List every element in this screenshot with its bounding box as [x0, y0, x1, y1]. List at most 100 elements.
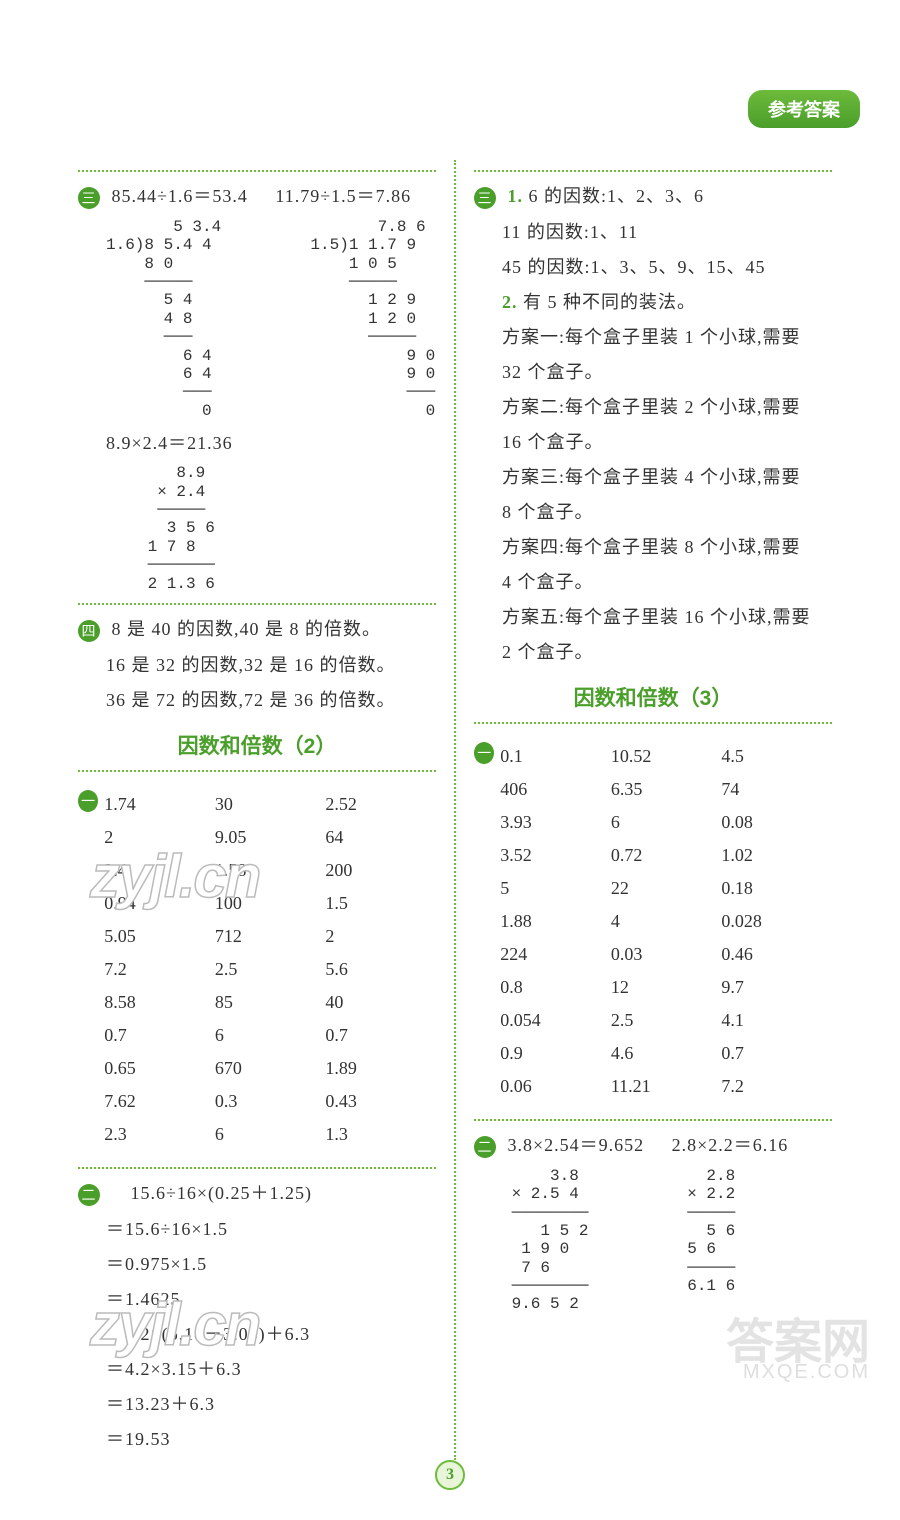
- plan-line: 方案一:每个盒子里装 1 个小球,需要: [502, 323, 832, 349]
- table-cell: 1.88: [500, 905, 611, 938]
- table-cell: 8.58: [104, 986, 215, 1019]
- table-cell: 0.7: [721, 1037, 832, 1070]
- table-cell: 9.7: [721, 971, 832, 1004]
- table-cell: 7.2: [104, 953, 215, 986]
- table-row: 7.620.30.43: [104, 1085, 436, 1118]
- eq-text: 85.44÷1.6＝53.4: [112, 186, 248, 206]
- table-cell: 40: [325, 986, 436, 1019]
- table-cell: 0.18: [721, 872, 832, 905]
- bullet-two-icon: 二: [474, 1136, 496, 1158]
- table-row: 2240.030.46: [500, 938, 832, 971]
- table-cell: 64: [325, 821, 436, 854]
- table-cell: 2.52: [325, 788, 436, 821]
- table-row: 0.760.7: [104, 1019, 436, 1052]
- table-row: 7.22.55.6: [104, 953, 436, 986]
- plan-line: 方案三:每个盒子里装 4 个小球,需要: [502, 463, 832, 489]
- table-row: 1.74302.52: [104, 788, 436, 821]
- q4-line-3: 36 是 72 的因数,72 是 36 的倍数。: [106, 686, 436, 712]
- plan-line: 4 个盒子。: [502, 568, 832, 594]
- eq-line: ＝0.975×1.5: [106, 1250, 436, 1276]
- right-column: 三 1. 6 的因数:1、2、3、6 11 的因数:1、11 45 的因数:1、…: [456, 160, 850, 1460]
- table-cell: 1.74: [104, 788, 215, 821]
- divider: [78, 770, 436, 772]
- table-cell: 712: [215, 920, 326, 953]
- table-cell: 2: [325, 920, 436, 953]
- table-row: 3.9360.08: [500, 806, 832, 839]
- divider: [78, 603, 436, 605]
- plan-line: 2 个盒子。: [502, 638, 832, 664]
- text: 8 是 40 的因数,40 是 8 的倍数。: [112, 619, 382, 639]
- table-cell: 1.5: [325, 887, 436, 920]
- table-cell: 30: [215, 788, 326, 821]
- table-cell: 0.7: [325, 1019, 436, 1052]
- table-cell: 3.52: [500, 839, 611, 872]
- r-q3-1: 三 1. 6 的因数:1、2、3、6: [474, 182, 832, 209]
- table-cell: 9.05: [215, 821, 326, 854]
- table-cell: 0.8: [500, 971, 611, 1004]
- left-column: 三 85.44÷1.6＝53.4 11.79÷1.5＝7.86 5 3.4 1.…: [60, 160, 456, 1460]
- table-cell: 6.35: [611, 773, 722, 806]
- long-division-2: 7.8 6 1.5)1 1.7 9 1 0 5 ───── 1 2 9 1 2 …: [310, 218, 435, 420]
- table-cell: 0.72: [611, 839, 722, 872]
- table-cell: 5.6: [325, 953, 436, 986]
- bullet-three-icon: 三: [78, 187, 100, 209]
- table-row: 0.941001.5: [104, 887, 436, 920]
- table-row: 0.94.60.7: [500, 1037, 832, 1070]
- long-division-group: 5 3.4 1.6)8 5.4 4 8 0 ───── 5 4 4 8 ─── …: [106, 218, 436, 420]
- divider: [474, 170, 832, 172]
- text: 6 的因数:1、2、3、6: [529, 186, 705, 206]
- s2q2-block: 二 15.6÷16×(0.25＋1.25): [78, 1179, 436, 1206]
- long-division-1: 5 3.4 1.6)8 5.4 4 8 0 ───── 5 4 4 8 ─── …: [106, 218, 240, 420]
- table-cell: 2.3: [104, 1118, 215, 1151]
- table-cell: 0.06: [500, 1070, 611, 1103]
- eq-line: ＝19.53: [106, 1425, 436, 1451]
- table-cell: 406: [500, 773, 611, 806]
- table-cell: 0.65: [104, 1052, 215, 1085]
- q3-header: 三 85.44÷1.6＝53.4 11.79÷1.5＝7.86: [78, 182, 436, 209]
- table-cell: 0.43: [325, 1085, 436, 1118]
- table-cell: 1.89: [325, 1052, 436, 1085]
- table-row: 0.0542.54.1: [500, 1004, 832, 1037]
- table-cell: 0.7: [104, 1019, 215, 1052]
- eq-line: ＝1.4625: [106, 1285, 436, 1311]
- table-cell: 5.05: [104, 920, 215, 953]
- eq-text: 8.9×2.4＝21.36: [106, 429, 436, 455]
- q4-line-1: 四 8 是 40 的因数,40 是 8 的倍数。: [78, 615, 436, 642]
- content-columns: 三 85.44÷1.6＝53.4 11.79÷1.5＝7.86 5 3.4 1.…: [60, 160, 850, 1460]
- text-line: 45 的因数:1、3、5、9、15、45: [502, 253, 832, 279]
- divider: [78, 170, 436, 172]
- table-cell: 1.3: [325, 1118, 436, 1151]
- table-cell: 0.028: [721, 905, 832, 938]
- eq-line: 15.6÷16×(0.25＋1.25): [112, 1183, 313, 1203]
- text-line: 11 的因数:1、11: [502, 218, 832, 244]
- table-cell: 74: [721, 773, 832, 806]
- plan-line: 方案五:每个盒子里装 16 个小球,需要: [502, 603, 832, 629]
- table-cell: 6: [611, 806, 722, 839]
- divider: [78, 1167, 436, 1169]
- table-cell: 5: [500, 872, 611, 905]
- eq-line: 4.2×(6.18－3.03)＋6.3: [106, 1320, 436, 1346]
- table-row: 4066.3574: [500, 773, 832, 806]
- eq-text: 3.8×2.54＝9.652: [508, 1135, 645, 1155]
- table-cell: 85: [215, 986, 326, 1019]
- header-badge: 参考答案: [748, 90, 860, 128]
- table-cell: 670: [215, 1052, 326, 1085]
- table-cell: 1.58: [215, 854, 326, 887]
- plan-line: 16 个盒子。: [502, 428, 832, 454]
- eq-text: 11.79÷1.5＝7.86: [275, 186, 411, 206]
- number-table: 1.74302.52 2 9.05642.41.582000.941001.55.0…: [104, 788, 436, 1151]
- table-row: 5.057122: [104, 920, 436, 953]
- page-number: 3: [435, 1460, 465, 1490]
- table-cell: 7.62: [104, 1085, 215, 1118]
- table-cell: 2.5: [215, 953, 326, 986]
- page: 参考答案 三 85.44÷1.6＝53.4 11.79÷1.5＝7.86 5 3…: [0, 0, 900, 1520]
- number-table: 0.110.524.54066.35743.9360.083.520.721.0…: [500, 740, 832, 1103]
- bullet-one-icon: 一: [78, 790, 98, 812]
- text: 有 5 种不同的装法。: [523, 292, 696, 312]
- r-q3-2: 2. 有 5 种不同的装法。: [502, 288, 832, 314]
- number-prefix: 1.: [508, 186, 524, 206]
- equation-block: ＝15.6÷16×1.5＝0.975×1.5＝1.4625 4.2×(6.18－…: [106, 1215, 436, 1451]
- table-cell: 22: [611, 872, 722, 905]
- table-row: 2.41.58200: [104, 854, 436, 887]
- table-cell: 3.93: [500, 806, 611, 839]
